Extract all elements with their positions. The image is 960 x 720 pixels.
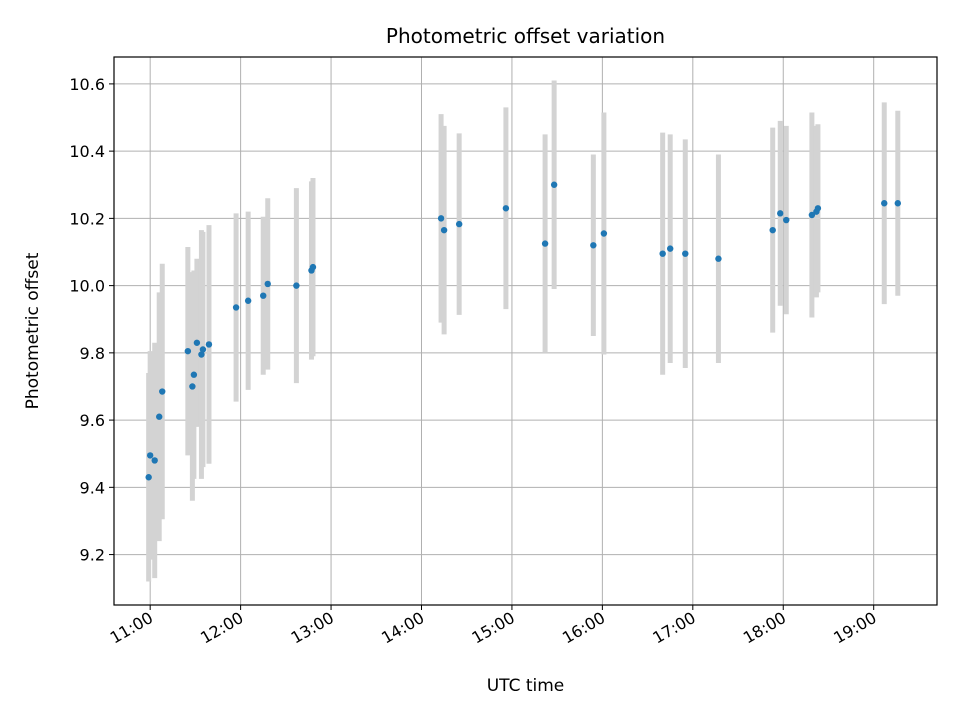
x-tick-label: 13:00: [288, 608, 337, 648]
data-point: [193, 339, 201, 346]
data-point: [309, 263, 317, 271]
data-point: [590, 242, 597, 249]
x-tick-label: 17:00: [649, 608, 698, 648]
data-point: [715, 255, 722, 262]
data-point: [541, 240, 549, 247]
point-layer: [145, 181, 902, 481]
y-tick-label: 10.0: [69, 277, 105, 296]
data-point: [455, 220, 463, 228]
data-point: [769, 226, 776, 234]
x-axis-ticks: 11:00 12:00 13:00 14:00 15:00 16:00 17:00 18:00…: [107, 605, 880, 648]
y-tick-label: 9.8: [80, 344, 105, 363]
data-point: [600, 230, 608, 237]
y-tick-label: 9.6: [80, 411, 105, 430]
data-point: [190, 371, 198, 378]
x-tick-label: 19:00: [830, 608, 879, 648]
data-point: [145, 474, 152, 481]
data-point: [550, 181, 558, 188]
data-point: [260, 292, 267, 299]
data-point: [159, 388, 166, 395]
errorbar-layer: [146, 80, 901, 582]
data-point: [894, 200, 902, 207]
data-point: [198, 351, 205, 358]
y-tick-label: 9.4: [80, 478, 105, 497]
data-point: [184, 347, 192, 355]
data-point: [437, 215, 445, 222]
data-point: [783, 216, 790, 224]
x-tick-label: 18:00: [740, 608, 789, 648]
data-point: [814, 205, 822, 212]
y-tick-label: 10.2: [69, 209, 105, 228]
data-point: [667, 245, 674, 252]
x-tick-label: 11:00: [107, 608, 156, 648]
y-axis-label: Photometric offset: [23, 252, 43, 409]
plot-frame: [113, 56, 938, 606]
y-tick-label: 10.6: [69, 75, 105, 94]
data-point: [232, 304, 240, 311]
x-tick-label: 16:00: [559, 608, 608, 648]
data-point: [440, 226, 448, 234]
data-point: [244, 297, 252, 304]
data-point: [199, 346, 207, 353]
data-point: [146, 452, 154, 459]
data-point: [293, 282, 300, 289]
data-point: [777, 210, 784, 217]
data-point: [156, 413, 163, 420]
x-tick-label: 12:00: [197, 608, 246, 648]
data-point: [682, 250, 689, 257]
x-tick-label: 14:00: [378, 608, 427, 648]
chart-title: Photometric offset variation: [386, 24, 665, 48]
data-point: [808, 211, 816, 219]
y-axis-ticks: 9.2 9.4 9.6 9.8 10.0 10.2 10.4 10.6: [69, 75, 114, 565]
y-tick-label: 9.2: [80, 546, 105, 565]
y-tick-label: 10.4: [69, 142, 105, 161]
data-point: [151, 457, 158, 464]
x-axis-label: UTC time: [487, 676, 565, 696]
data-point: [502, 205, 510, 212]
data-point: [189, 383, 196, 390]
data-point: [659, 250, 666, 257]
x-tick-label: 15:00: [469, 608, 518, 648]
data-point: [881, 200, 888, 207]
data-point: [205, 341, 213, 348]
data-point: [264, 280, 271, 288]
